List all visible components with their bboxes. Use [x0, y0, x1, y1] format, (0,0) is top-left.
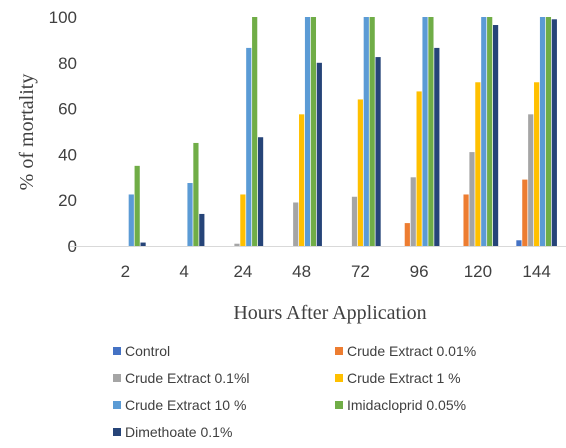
bar [522, 179, 528, 246]
y-tick-label: 20 [58, 191, 77, 210]
y-tick-label: 40 [58, 145, 77, 164]
bar [434, 47, 440, 246]
x-axis-title: Hours After Application [233, 302, 426, 324]
bar [304, 17, 311, 246]
legend-item: Crude Extract 0.01% [335, 343, 476, 359]
x-axis-ticks: 2 4 24 48 72 96 120 144 [121, 262, 551, 281]
bar [404, 223, 410, 246]
bar [487, 17, 493, 246]
legend-swatch [113, 347, 121, 355]
bar [246, 47, 252, 246]
bar [422, 17, 428, 246]
legend-label: Imidacloprid 0.05% [347, 397, 466, 413]
x-tick-label: 4 [179, 262, 188, 281]
bar [257, 137, 264, 246]
bar [416, 91, 422, 246]
bar [134, 165, 140, 246]
bar [410, 177, 416, 246]
x-tick-label: 24 [233, 262, 252, 281]
bar [463, 194, 469, 246]
bar [187, 183, 193, 246]
legend-item: Crude Extract 10 % [113, 397, 246, 413]
bar [475, 82, 481, 247]
bar [551, 19, 557, 246]
bar [363, 17, 369, 246]
legend-swatch [113, 428, 121, 436]
bar [492, 25, 499, 246]
legend-swatch [113, 374, 121, 382]
bars [128, 17, 557, 247]
legend-item: Crude Extract 1 % [335, 370, 461, 386]
legend-item: Crude Extract 0.1%l [113, 370, 250, 386]
bar [193, 142, 199, 246]
bar [428, 17, 434, 246]
y-tick-label: 60 [58, 100, 77, 119]
bar [469, 152, 475, 246]
legend-item: Dimethoate 0.1% [113, 424, 232, 440]
bar [357, 99, 363, 246]
bar [299, 114, 305, 246]
legend-item: Control [113, 343, 170, 359]
x-tick-label: 120 [464, 262, 492, 281]
bar [234, 243, 240, 246]
x-tick-label: 144 [522, 262, 550, 281]
bar [534, 82, 540, 247]
bar [140, 242, 146, 246]
y-tick-label: 100 [49, 8, 77, 27]
y-axis-title: % of mortality [16, 74, 38, 191]
bar [545, 17, 552, 246]
bar [240, 194, 246, 246]
x-tick-label: 96 [410, 262, 429, 281]
legend-swatch [335, 347, 343, 355]
bar [310, 17, 317, 246]
legend-swatch [335, 401, 343, 409]
bar [199, 213, 205, 246]
bar [539, 17, 546, 246]
legend-item: Imidacloprid 0.05% [335, 397, 466, 413]
bar [293, 202, 299, 246]
bar [316, 62, 322, 246]
legend-label: Control [125, 343, 170, 359]
bar [375, 57, 381, 246]
bar [351, 196, 358, 246]
y-tick-label: 80 [58, 54, 77, 73]
legend-label: Crude Extract 0.01% [347, 343, 476, 359]
legend: Control Crude Extract 0.01% Crude Extract … [113, 343, 476, 440]
bar [516, 240, 522, 246]
x-tick-label: 48 [292, 262, 311, 281]
legend-label: Crude Extract 10 % [125, 397, 246, 413]
bar [252, 17, 258, 246]
x-tick-label: 2 [121, 262, 130, 281]
legend-label: Dimethoate 0.1% [125, 424, 232, 440]
bar [128, 194, 134, 246]
bar [528, 114, 534, 246]
legend-swatch [113, 401, 121, 409]
legend-swatch [335, 374, 343, 382]
x-tick-label: 72 [351, 262, 370, 281]
legend-label: Crude Extract 0.1%l [125, 370, 250, 386]
bar [481, 17, 487, 246]
bar [369, 17, 375, 246]
legend-label: Crude Extract 1 % [347, 370, 461, 386]
